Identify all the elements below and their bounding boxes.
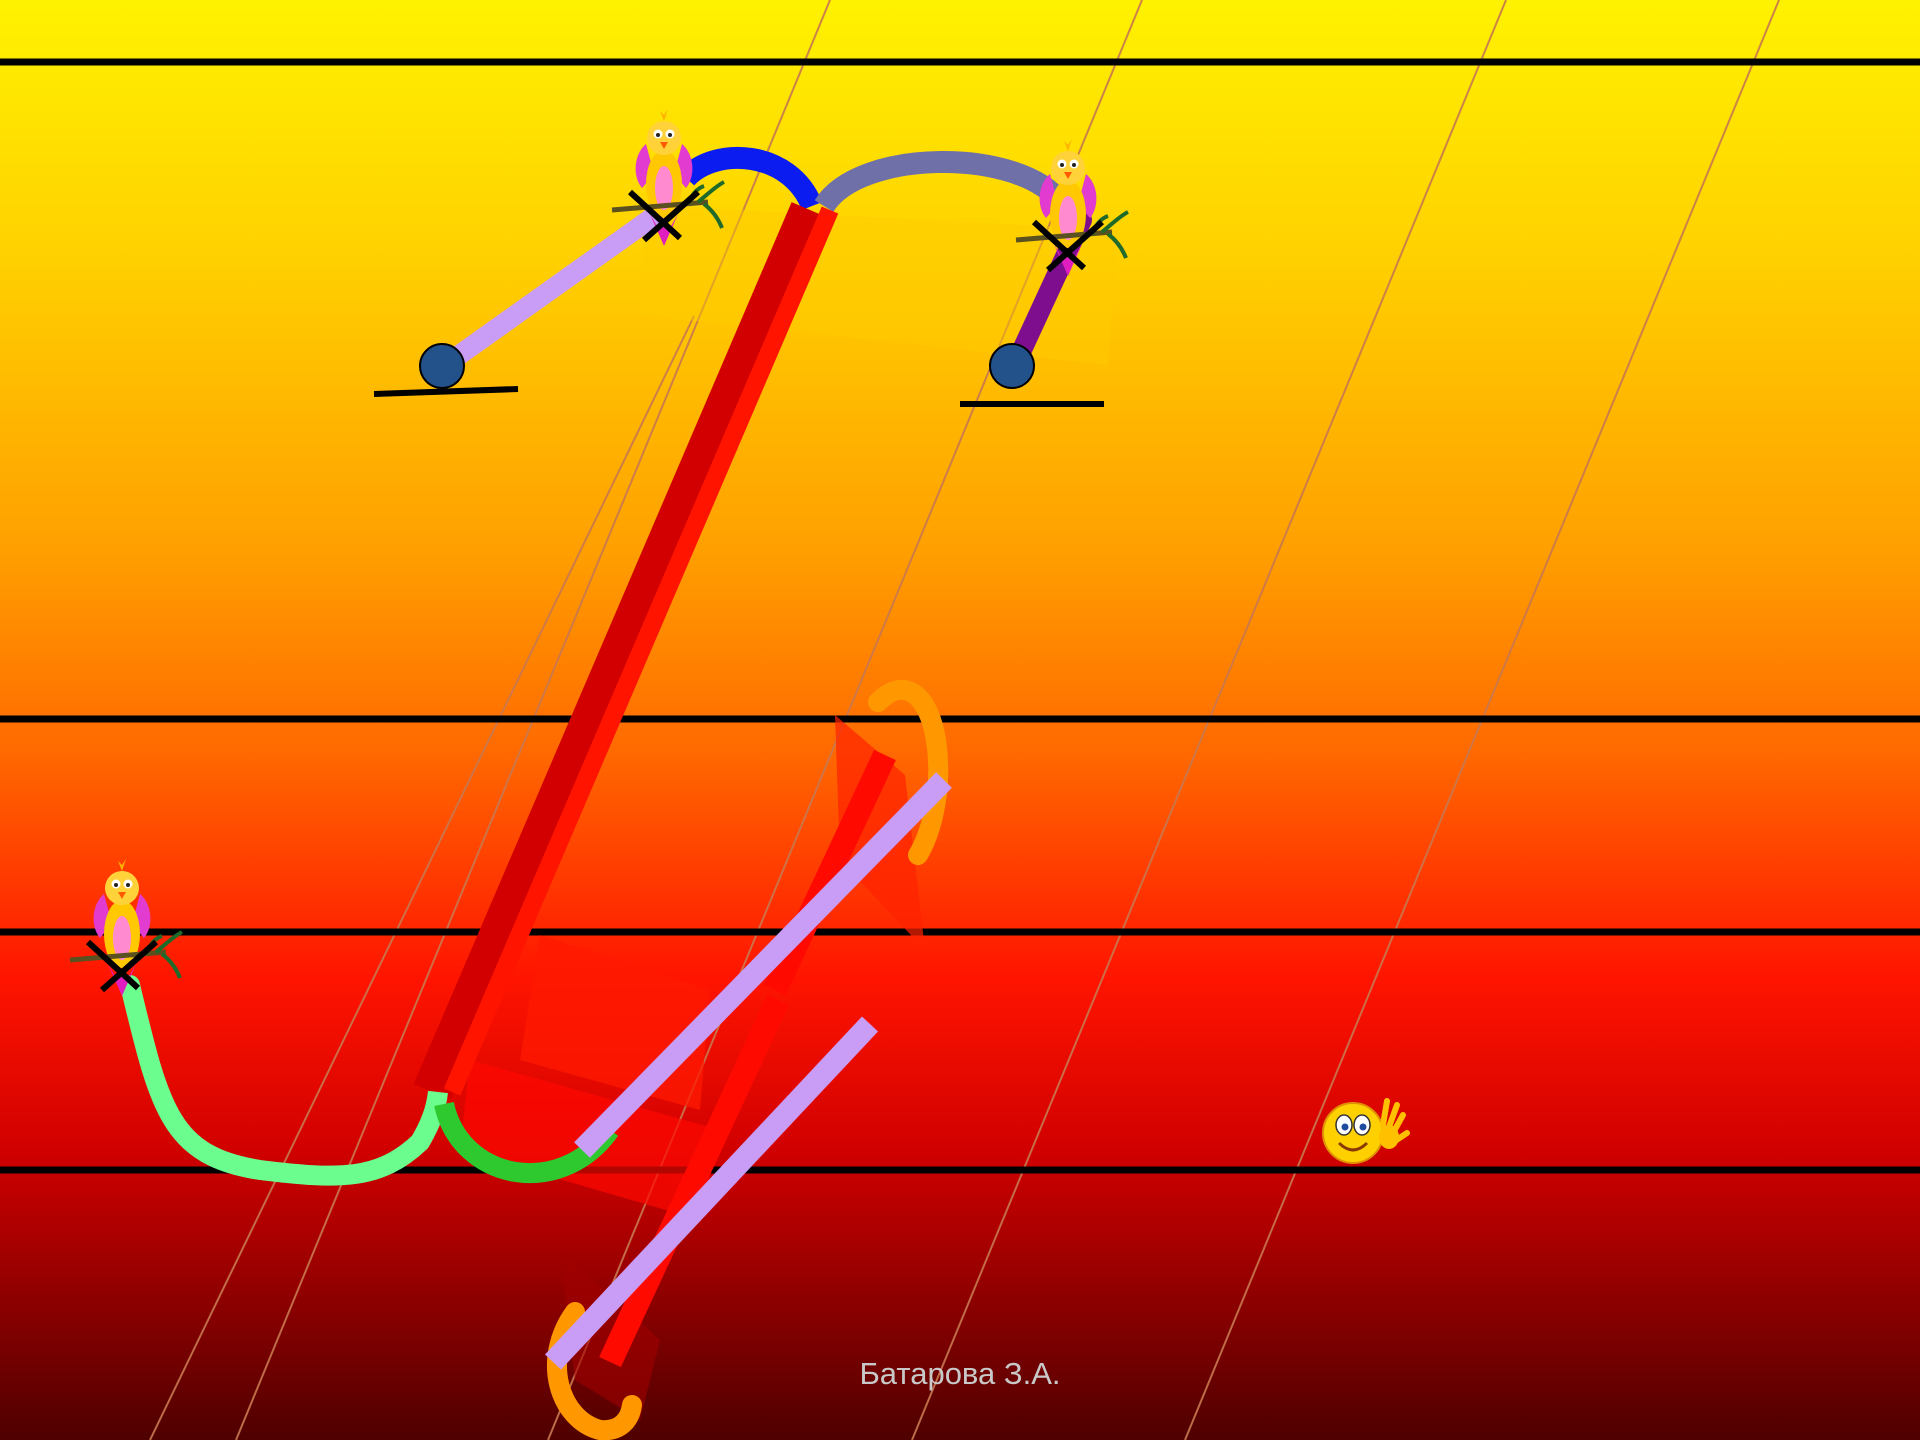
- smiley-wave-icon: [1322, 1098, 1410, 1164]
- author-caption: Батарова З.А.: [859, 1356, 1061, 1391]
- anchor-left: [373, 343, 519, 397]
- anchor-right: [960, 343, 1104, 407]
